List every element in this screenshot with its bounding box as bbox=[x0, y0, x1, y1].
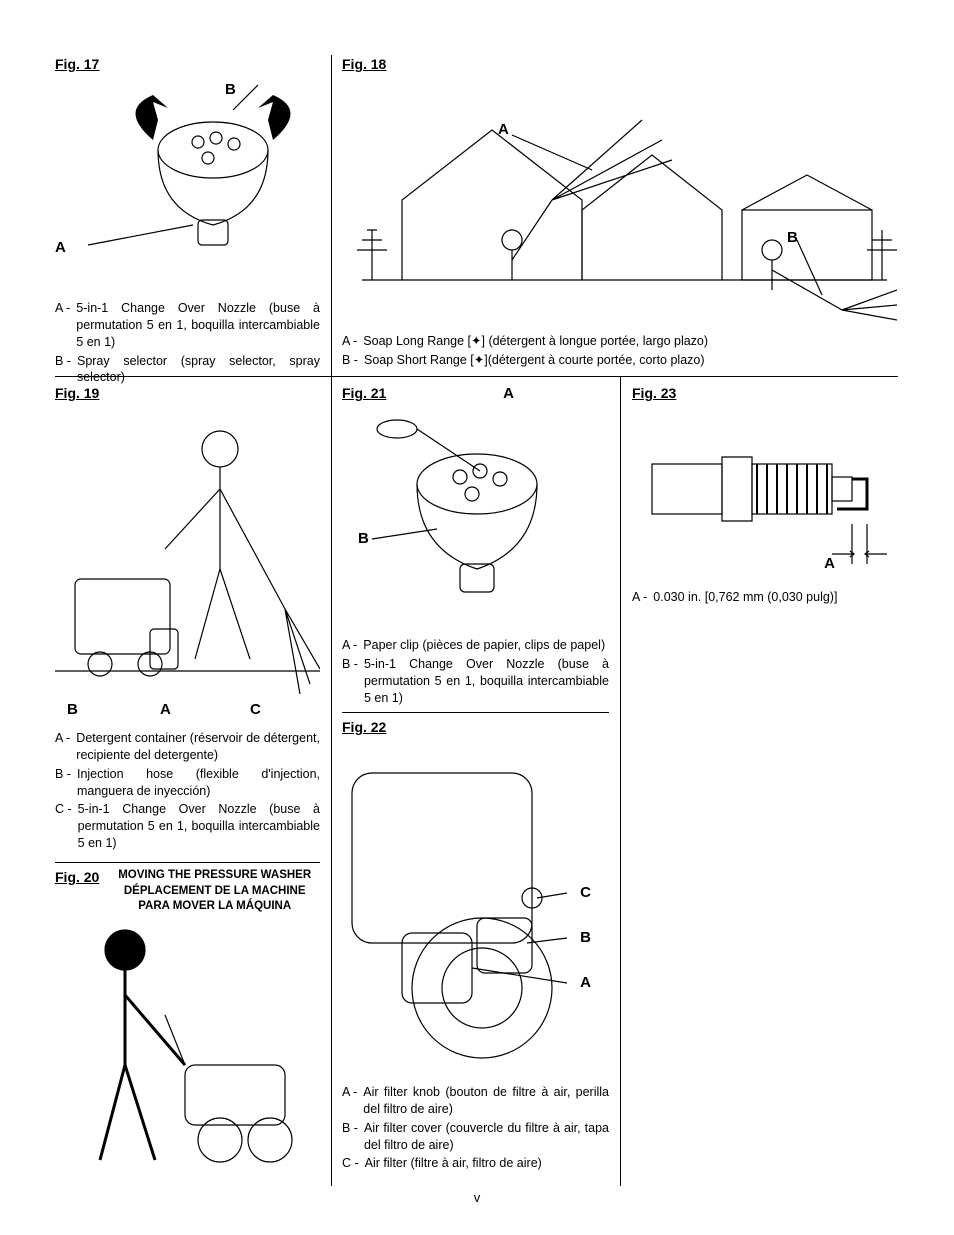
page-number: v bbox=[474, 1189, 481, 1207]
caption-text: Spray selector (spray selector, spray se… bbox=[77, 353, 320, 387]
col-sep-right bbox=[620, 376, 621, 1186]
caption-row: A - 0.030 in. [0,762 mm (0,030 pulg)] bbox=[632, 589, 897, 606]
caption-row: B - Spray selector (spray selector, spray… bbox=[55, 353, 320, 387]
subtitle-line: PARA MOVER LA MÁQUINA bbox=[109, 899, 320, 915]
caption-row: B - Soap Short Range [✦](détergent à cour… bbox=[342, 352, 897, 369]
col-sep-row1 bbox=[331, 55, 332, 376]
fig22-title: Fig. 22 bbox=[342, 718, 609, 737]
caption-key: C - bbox=[55, 801, 72, 852]
fig22-callout-b: B bbox=[580, 928, 591, 948]
caption-key: B - bbox=[342, 352, 358, 369]
fig18-callout-a: A bbox=[498, 120, 509, 140]
fig22-svg-placeholder bbox=[342, 743, 609, 1078]
fig17-captions: A - 5-in-1 Change Over Nozzle (buse à per… bbox=[55, 300, 320, 386]
fig19-callout-b: B bbox=[67, 700, 78, 720]
divider-fig21-22 bbox=[342, 712, 609, 713]
caption-text: Detergent container (réservoir de déterg… bbox=[76, 730, 320, 764]
caption-key: A - bbox=[342, 1084, 357, 1118]
caption-row: B - Injection hose (flexible d'injection,… bbox=[55, 766, 320, 800]
caption-row: A - 5-in-1 Change Over Nozzle (buse à per… bbox=[55, 300, 320, 351]
fig23-svg-placeholder bbox=[632, 409, 897, 579]
divider-fig19-20 bbox=[55, 862, 320, 863]
fig20-title: Fig. 20 bbox=[55, 868, 99, 887]
caption-text: 5-in-1 Change Over Nozzle (buse à permut… bbox=[76, 300, 320, 351]
caption-text: 5-in-1 Change Over Nozzle (buse à permut… bbox=[364, 656, 609, 707]
subtitle-line: DÉPLACEMENT DE LA MACHINE bbox=[109, 884, 320, 900]
caption-text: Air filter (filtre à air, filtro de aire… bbox=[365, 1155, 609, 1172]
caption-key: B - bbox=[55, 766, 71, 800]
caption-text: Injection hose (flexible d'injection, ma… bbox=[77, 766, 320, 800]
fig21-callout-a: A bbox=[503, 384, 514, 404]
fig18-captions: A - Soap Long Range [✦] (détergent à long… bbox=[342, 333, 897, 369]
fig21-title: Fig. 21 bbox=[342, 384, 386, 403]
fig19-title: Fig. 19 bbox=[55, 384, 320, 403]
fig20-svg-placeholder bbox=[55, 915, 320, 1175]
caption-key: A - bbox=[632, 589, 647, 606]
fig19-captions: A - Detergent container (réservoir de dét… bbox=[55, 730, 320, 852]
caption-key: B - bbox=[342, 1120, 358, 1154]
fig18-title: Fig. 18 bbox=[342, 55, 897, 74]
fig23-callout-a: A bbox=[824, 554, 835, 574]
fig17-callout-b: B bbox=[225, 80, 236, 100]
fig22-callout-a: A bbox=[580, 973, 591, 993]
fig22-block: Fig. 22 C B A A -Air filter kn bbox=[342, 718, 609, 1174]
fig23-image: A bbox=[632, 409, 897, 579]
caption-text: Paper clip (pièces de papier, clips de p… bbox=[363, 637, 609, 654]
fig17-callout-a: A bbox=[55, 238, 66, 258]
caption-row: B - 5-in-1 Change Over Nozzle (buse à per… bbox=[342, 656, 609, 707]
fig20-subtitle: MOVING THE PRESSURE WASHER DÉPLACEMENT D… bbox=[109, 868, 320, 915]
fig18-block: Fig. 18 bbox=[342, 55, 897, 371]
caption-row: A - Detergent container (réservoir de dét… bbox=[55, 730, 320, 764]
caption-key: B - bbox=[55, 353, 71, 387]
caption-row: C - Air filter (filtre à air, filtro de a… bbox=[342, 1155, 609, 1172]
caption-text: 0.030 in. [0,762 mm (0,030 pulg)] bbox=[653, 589, 897, 606]
caption-key: A - bbox=[342, 333, 357, 350]
fig17-block: Fig. 17 A B A - 5-in-1 Change Over Nozzle… bbox=[55, 55, 320, 388]
col-sep-left bbox=[331, 376, 332, 1186]
caption-key: B - bbox=[342, 656, 358, 707]
fig23-title: Fig. 23 bbox=[632, 384, 897, 403]
fig19-block: Fig. 19 bbox=[55, 384, 320, 854]
manual-page: Fig. 17 A B A - 5-in-1 Change Over Nozzle… bbox=[0, 0, 954, 1235]
fig22-callout-c: C bbox=[580, 883, 591, 903]
fig19-image: B A C bbox=[55, 409, 320, 724]
caption-text: Soap Short Range [✦](détergent à courte … bbox=[364, 352, 897, 369]
fig21-captions: A - Paper clip (pièces de papier, clips d… bbox=[342, 637, 609, 707]
fig21-svg-placeholder bbox=[342, 409, 609, 609]
fig19-svg-placeholder bbox=[55, 409, 320, 724]
fig21-callout-b: B bbox=[358, 529, 369, 549]
caption-row: A - Paper clip (pièces de papier, clips d… bbox=[342, 637, 609, 654]
caption-row: B - Air filter cover (couvercle du filtre… bbox=[342, 1120, 609, 1154]
caption-key: C - bbox=[342, 1155, 359, 1172]
caption-key: A - bbox=[342, 637, 357, 654]
fig22-image: C B A bbox=[342, 743, 609, 1078]
fig18-svg-placeholder bbox=[342, 80, 897, 325]
fig18-callout-b: B bbox=[787, 228, 798, 248]
fig21-image: B bbox=[342, 409, 609, 609]
fig21-block: Fig. 21 A B A - Paper clip (pièces de pap… bbox=[342, 384, 609, 708]
caption-text: 5-in-1 Change Over Nozzle (buse à permut… bbox=[78, 801, 320, 852]
caption-row: C - 5-in-1 Change Over Nozzle (buse à per… bbox=[55, 801, 320, 852]
fig19-callout-c: C bbox=[250, 700, 261, 720]
caption-key: A - bbox=[55, 730, 70, 764]
fig20-image bbox=[55, 915, 320, 1175]
caption-text: Air filter cover (couvercle du filtre à … bbox=[364, 1120, 609, 1154]
caption-row: A - Air filter knob (bouton de filtre à a… bbox=[342, 1084, 609, 1118]
fig19-callout-a: A bbox=[160, 700, 171, 720]
divider-row1 bbox=[55, 376, 898, 377]
fig17-title: Fig. 17 bbox=[55, 55, 320, 74]
fig22-captions: A - Air filter knob (bouton de filtre à a… bbox=[342, 1084, 609, 1172]
caption-text: Air filter knob (bouton de filtre à air,… bbox=[363, 1084, 609, 1118]
fig17-image: A B bbox=[55, 80, 320, 260]
fig23-captions: A - 0.030 in. [0,762 mm (0,030 pulg)] bbox=[632, 589, 897, 606]
fig20-block: Fig. 20 MOVING THE PRESSURE WASHER DÉPLA… bbox=[55, 868, 320, 1175]
caption-key: A - bbox=[55, 300, 70, 351]
fig18-image: A B bbox=[342, 80, 897, 325]
fig23-block: Fig. 23 bbox=[632, 384, 897, 608]
fig17-svg-placeholder bbox=[58, 80, 318, 260]
subtitle-line: MOVING THE PRESSURE WASHER bbox=[109, 868, 320, 884]
caption-row: A - Soap Long Range [✦] (détergent à long… bbox=[342, 333, 897, 350]
caption-text: Soap Long Range [✦] (détergent à longue … bbox=[363, 333, 897, 350]
